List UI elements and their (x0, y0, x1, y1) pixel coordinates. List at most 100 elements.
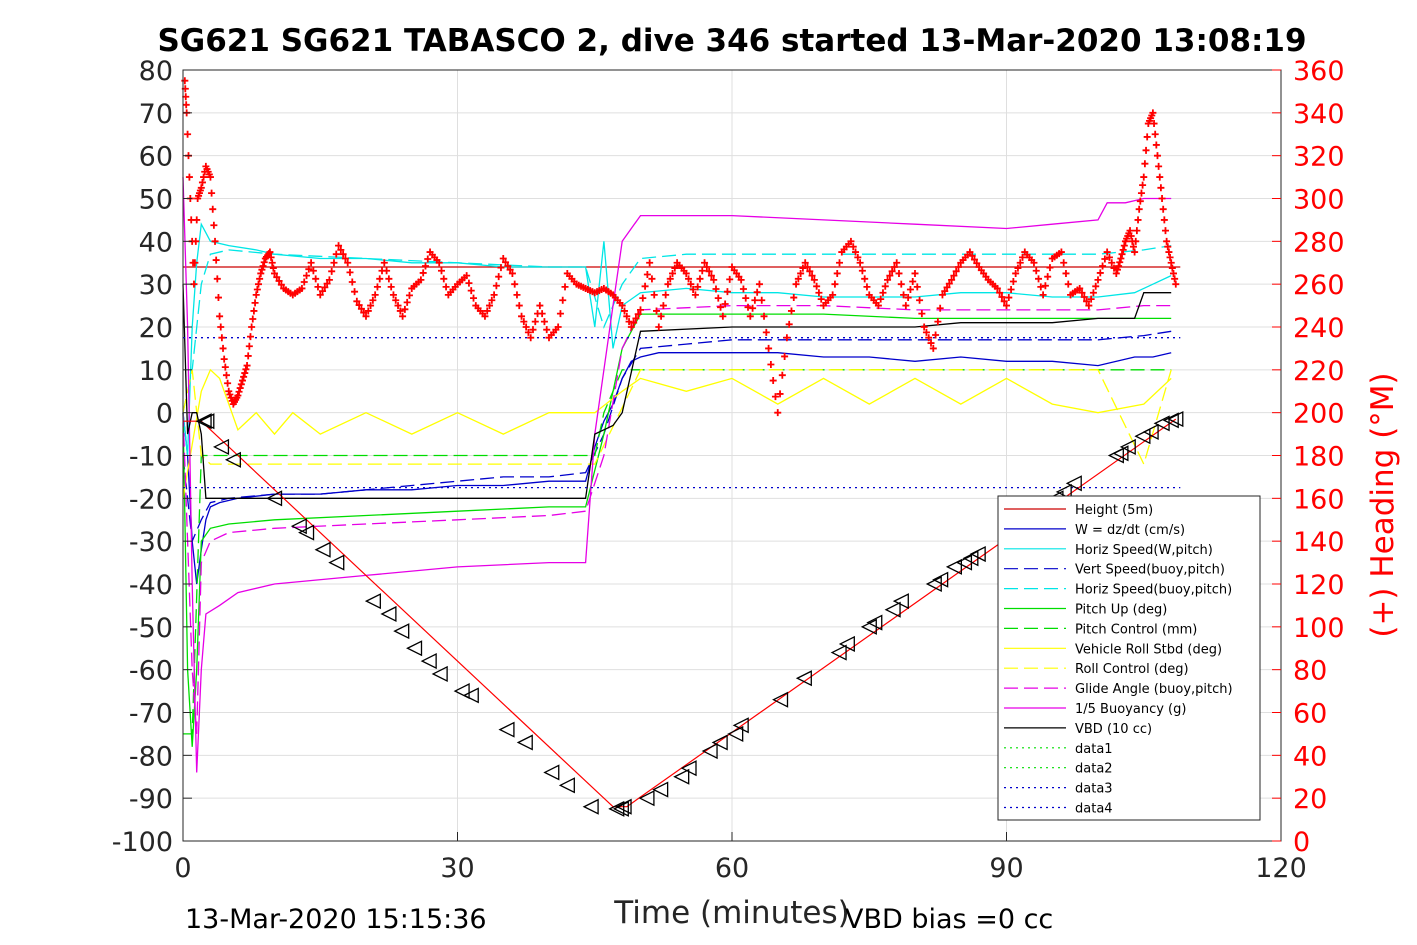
heading-marker (634, 310, 642, 318)
heading-marker (465, 279, 473, 287)
heading-marker (488, 296, 496, 304)
heading-marker (193, 216, 201, 224)
y-tick-label: 40 (139, 227, 173, 258)
heading-marker (1080, 293, 1088, 301)
heading-marker (1118, 250, 1126, 258)
depth-marker (406, 640, 423, 657)
depth-marker (1112, 445, 1129, 462)
depth-marker (795, 670, 812, 687)
heading-marker (237, 380, 245, 388)
chart-title: SG621 SG621 TABASCO 2, dive 346 started … (157, 23, 1306, 59)
heading-marker (799, 264, 807, 272)
heading-marker (531, 318, 539, 326)
heading-marker (1062, 269, 1070, 277)
heading-marker (666, 275, 674, 283)
legend-label: Height (5m) (1075, 503, 1153, 518)
y-tick-label: -10 (129, 442, 173, 473)
heading-marker (941, 287, 949, 295)
depth-marker (962, 550, 979, 567)
heading-marker (877, 295, 885, 303)
depth-marker (866, 614, 883, 631)
heading-marker (762, 328, 770, 336)
heading-marker (185, 173, 193, 181)
heading-marker (348, 278, 356, 286)
heading-marker (1099, 262, 1107, 270)
depth-profile (183, 411, 1184, 817)
heading-marker (260, 258, 268, 266)
heading-marker (895, 269, 903, 277)
legend-label: W = dz/dt (cm/s) (1075, 523, 1185, 538)
depth-marker (1162, 412, 1179, 429)
heading-marker (490, 291, 498, 299)
y-tick-labels-left: 80 70 60 50 40 30 20 10 0 -10 -20 -30 -40 -50 -60 -70 -8… (112, 56, 192, 858)
heading-marker (442, 283, 450, 291)
heading-marker (1019, 253, 1027, 261)
heading-marker (1169, 269, 1177, 277)
heading-marker (1172, 280, 1180, 288)
heading-marker (332, 250, 340, 258)
heading-marker (1108, 259, 1116, 267)
y-right-tick-label: 20 (1293, 784, 1327, 815)
heading-marker (726, 275, 734, 283)
heading-marker (470, 294, 478, 302)
heading-marker (687, 280, 695, 288)
heading-marker (216, 312, 224, 320)
heading-marker (559, 296, 567, 304)
depth-marker (701, 742, 718, 760)
heading-marker (1133, 227, 1141, 235)
heading-marker (744, 303, 752, 311)
heading-marker (1103, 248, 1111, 256)
heading-marker (900, 291, 908, 299)
heading-marker (256, 275, 264, 283)
heading-marker (858, 267, 866, 275)
heading-marker (300, 278, 308, 286)
series-line-4 (182, 244, 1172, 413)
heading-marker (760, 312, 768, 320)
legend-label: data4 (1075, 802, 1113, 817)
heading-marker (486, 302, 494, 310)
heading-marker (664, 280, 672, 288)
depth-marker (516, 734, 533, 751)
heading-marker (833, 269, 841, 277)
heading-marker (208, 189, 216, 197)
heading-marker (335, 242, 343, 250)
heading-marker (437, 267, 445, 275)
heading-marker (650, 291, 658, 299)
heading-marker (948, 276, 956, 284)
heading-marker (938, 291, 946, 299)
heading-marker (893, 259, 901, 267)
legend-label: Pitch Control (mm) (1075, 622, 1197, 637)
heading-marker (836, 259, 844, 267)
heading-marker (694, 283, 702, 291)
heading-marker (543, 326, 551, 334)
heading-marker (305, 265, 313, 273)
heading-marker (405, 291, 413, 299)
heading-marker (492, 282, 500, 290)
heading-marker (669, 269, 677, 277)
heading-marker (224, 379, 232, 387)
heading-marker (210, 221, 218, 229)
heading-marker (682, 269, 690, 277)
footer-vbd-bias: VBD bias =0 cc (845, 904, 1053, 935)
heading-marker (911, 269, 919, 277)
heading-marker (520, 318, 528, 326)
heading-marker (214, 294, 222, 302)
heading-marker (330, 259, 338, 267)
heading-marker (220, 355, 228, 363)
depth-marker (328, 554, 345, 571)
y-tick-label: -50 (129, 613, 173, 644)
heading-marker (1037, 283, 1045, 291)
heading-marker (435, 259, 443, 267)
depth-marker (615, 798, 632, 815)
legend-label: Roll Control (deg) (1075, 662, 1189, 677)
y-tick-label: 0 (156, 399, 173, 430)
heading-marker (698, 267, 706, 275)
heading-marker (1044, 273, 1052, 281)
heading-marker (849, 243, 857, 251)
heading-marker (922, 328, 930, 336)
heading-marker (1139, 181, 1147, 189)
heading-marker (739, 285, 747, 293)
heading-marker (376, 275, 384, 283)
depth-marker (838, 635, 855, 653)
heading-marker (968, 252, 976, 260)
